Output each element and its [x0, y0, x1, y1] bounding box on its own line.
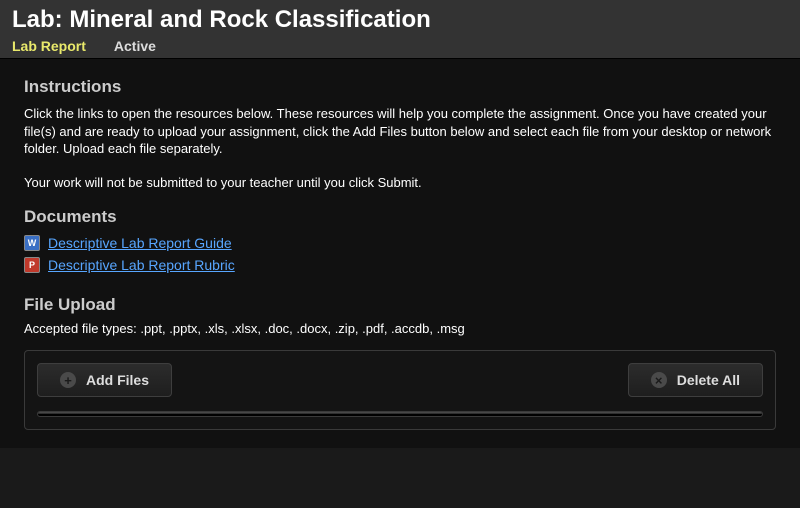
add-files-label: Add Files: [86, 372, 149, 388]
tab-lab-report[interactable]: Lab Report: [12, 38, 86, 54]
documents-list: W Descriptive Lab Report Guide P Descrip…: [24, 235, 776, 273]
upload-button-row: + Add Files × Delete All: [37, 363, 763, 397]
tabs: Lab Report Active: [12, 36, 788, 54]
pdf-doc-icon: P: [24, 257, 40, 273]
instructions-p1: Click the links to open the resources be…: [24, 105, 776, 158]
instructions-body: Click the links to open the resources be…: [24, 105, 776, 191]
instructions-heading: Instructions: [24, 77, 776, 97]
tab-active[interactable]: Active: [114, 38, 156, 54]
page-header: Lab: Mineral and Rock Classification Lab…: [0, 0, 800, 59]
page-title: Lab: Mineral and Rock Classification: [12, 6, 788, 34]
delete-all-button[interactable]: × Delete All: [628, 363, 763, 397]
word-doc-icon: W: [24, 235, 40, 251]
upload-progress-track: [37, 411, 763, 417]
document-link-rubric[interactable]: Descriptive Lab Report Rubric: [48, 257, 235, 273]
document-row: W Descriptive Lab Report Guide: [24, 235, 776, 251]
accepted-file-types: Accepted file types: .ppt, .pptx, .xls, …: [24, 321, 776, 336]
delete-all-label: Delete All: [677, 372, 740, 388]
document-row: P Descriptive Lab Report Rubric: [24, 257, 776, 273]
document-link-guide[interactable]: Descriptive Lab Report Guide: [48, 235, 232, 251]
upload-box: + Add Files × Delete All: [24, 350, 776, 430]
content: Instructions Click the links to open the…: [0, 59, 800, 448]
file-upload-heading: File Upload: [24, 295, 776, 315]
close-icon: ×: [651, 372, 667, 388]
plus-icon: +: [60, 372, 76, 388]
add-files-button[interactable]: + Add Files: [37, 363, 172, 397]
instructions-p2: Your work will not be submitted to your …: [24, 174, 776, 192]
documents-heading: Documents: [24, 207, 776, 227]
